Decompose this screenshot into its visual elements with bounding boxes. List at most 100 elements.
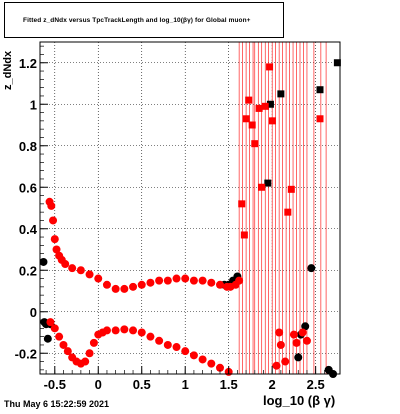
red-lower-band-point — [55, 332, 64, 341]
chart-title: Fitted z_dNdx versus TpcTrackLength and … — [23, 17, 251, 24]
y-tick-label: 0 — [30, 305, 37, 320]
red-upper-band-point — [49, 216, 58, 225]
red-scattered-point — [289, 330, 298, 339]
red-upper-band-point — [146, 278, 155, 287]
red-scattered-point — [240, 231, 248, 239]
black-data-point — [307, 264, 316, 273]
red-scattered-point — [251, 140, 259, 148]
red-lower-band-point — [163, 340, 172, 349]
black-data-point — [333, 59, 341, 67]
red-scattered-point — [287, 185, 295, 193]
y-tick-label: 0.6 — [19, 180, 37, 195]
black-data-point — [43, 334, 52, 343]
red-scattered-point — [245, 96, 253, 104]
red-scattered-point — [261, 102, 269, 110]
y-axis-label: z_dNdx — [2, 50, 14, 90]
red-lower-band-point — [111, 326, 120, 335]
red-upper-band-point — [68, 264, 77, 273]
red-scattered-point — [248, 121, 256, 129]
red-upper-band-point — [172, 274, 181, 283]
y-tick-label: 1.2 — [19, 56, 37, 71]
red-upper-band-point — [52, 245, 61, 254]
red-scattered-point — [302, 336, 311, 345]
red-lower-band-point — [59, 340, 68, 349]
black-data-point — [266, 100, 274, 108]
timestamp: Thu May 6 15:22:59 2021 — [4, 399, 110, 409]
grid-lines — [40, 42, 340, 374]
red-scattered-point — [298, 328, 307, 337]
red-upper-band-point — [163, 276, 172, 285]
red-upper-band-point — [120, 284, 129, 293]
red-upper-band-point — [85, 270, 94, 279]
plot-frame — [39, 41, 341, 375]
error-bars — [238, 42, 327, 374]
red-lower-band-point — [216, 363, 224, 372]
red-upper-band-point — [47, 201, 56, 210]
red-scattered-point — [276, 340, 285, 349]
x-tick-label: 1 — [182, 377, 189, 392]
y-tick-label: 0.8 — [19, 139, 37, 154]
red-lower-band-point — [120, 325, 129, 334]
red-upper-band-point — [155, 276, 164, 285]
red-lower-band-point — [155, 336, 164, 345]
red-scattered-point — [281, 357, 290, 366]
red-lower-band-point — [63, 347, 72, 356]
black-data-point — [264, 179, 272, 187]
red-upper-band-point — [216, 280, 224, 289]
x-axis-label: log_10 (β γ) — [263, 393, 336, 408]
red-upper-band-point — [50, 235, 59, 244]
red-scattered-point — [316, 115, 324, 123]
red-lower-band-point — [198, 355, 207, 364]
red-scattered-point — [275, 328, 284, 337]
red-lower-band-point — [129, 326, 138, 335]
y-tick-label: 0.4 — [19, 222, 38, 237]
red-upper-band-point — [137, 280, 146, 289]
red-upper-band-point — [129, 282, 138, 291]
red-scattered-point — [284, 208, 292, 216]
x-tick-label: 0.5 — [133, 377, 151, 392]
chart-title-box: Fitted z_dNdx versus TpcTrackLength and … — [4, 2, 284, 38]
y-tick-label: 0.2 — [19, 263, 37, 278]
axis-ticks — [40, 45, 334, 374]
x-tick-label: 2 — [269, 377, 276, 392]
red-upper-band-point — [189, 276, 198, 285]
red-upper-band-point — [207, 278, 216, 287]
red-scattered-point — [238, 200, 246, 208]
red-upper-band-point — [76, 266, 85, 275]
red-lower-band-point — [207, 359, 216, 368]
red-upper-band-point — [61, 260, 70, 269]
red-upper-band-point — [198, 276, 207, 285]
red-lower-band-point — [102, 326, 111, 335]
red-lower-band-point — [181, 347, 190, 356]
red-upper-band-point — [102, 280, 111, 289]
black-data-point — [277, 90, 285, 98]
red-scattered-point — [268, 117, 276, 125]
red-lower-band-point — [50, 324, 59, 333]
red-upper-band-point — [181, 274, 190, 283]
red-upper-band-point — [235, 276, 244, 285]
x-tick-label: 2.5 — [307, 377, 325, 392]
y-tick-label: 1 — [30, 97, 37, 112]
red-lower-band-point — [172, 343, 181, 352]
x-tick-label: 0 — [95, 377, 102, 392]
red-lower-band-point — [189, 351, 198, 360]
red-scattered-point — [292, 338, 301, 347]
red-lower-band-point — [89, 338, 98, 347]
black-data-point — [294, 353, 303, 362]
y-tick-label: -0.2 — [15, 346, 37, 361]
red-lower-band-point — [85, 349, 94, 358]
red-scattered-point — [266, 63, 274, 71]
red-lower-band-point — [137, 328, 146, 337]
x-tick-label: 1.5 — [220, 377, 238, 392]
red-upper-band-point — [94, 274, 103, 283]
red-lower-band-point — [81, 357, 90, 366]
black-data-point — [316, 86, 324, 94]
red-upper-band-point — [111, 284, 120, 293]
red-scattered-point — [272, 361, 281, 370]
data-points — [39, 59, 341, 378]
x-tick-label: -0.5 — [44, 377, 66, 392]
red-lower-band-point — [46, 318, 55, 327]
tick-labels: -0.5 0 0.5 1 1.5 2 2.5 -0.2 0 0.2 0.4 0.6 0.8 1 1.2 — [15, 56, 325, 392]
red-scattered-point — [242, 115, 250, 123]
